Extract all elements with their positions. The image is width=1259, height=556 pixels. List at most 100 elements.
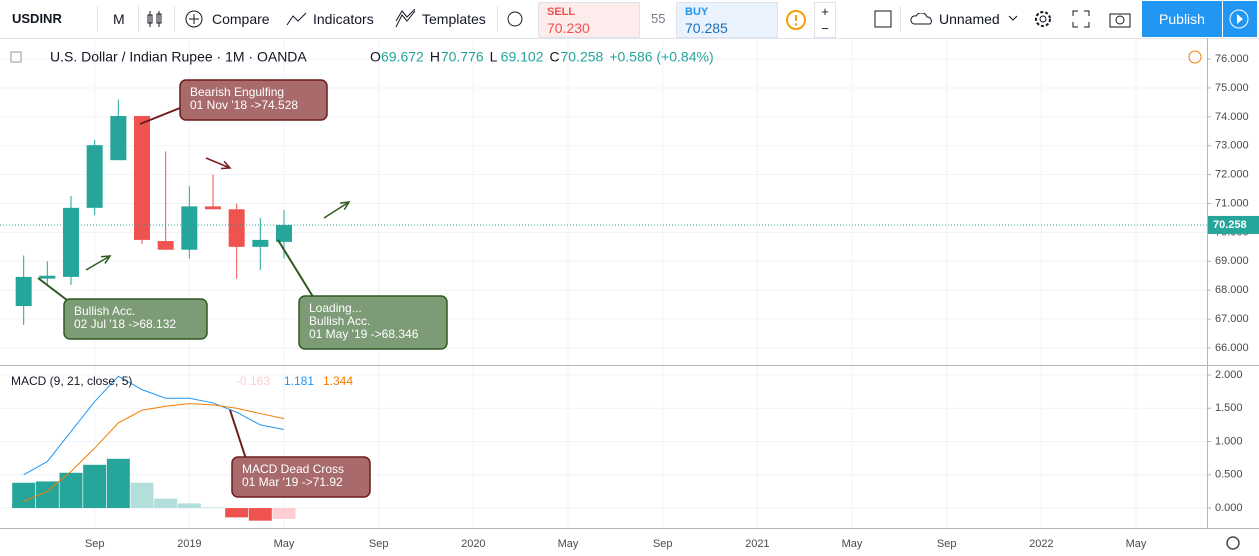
- collapse-icon: [10, 51, 22, 63]
- callout-box: [63, 298, 208, 340]
- trend-arrow: [205, 157, 231, 169]
- callout-pointer: [229, 409, 249, 466]
- histogram-bar: [201, 507, 225, 509]
- sell-price: 70.230: [547, 20, 590, 36]
- callout-text: Loading...: [309, 301, 362, 315]
- separator: [174, 6, 175, 32]
- publish-button[interactable]: Publish: [1142, 1, 1222, 37]
- y-tick-label: 1.000: [1215, 435, 1243, 447]
- trend-arrow: [323, 201, 350, 219]
- indicator-title: MACD (9, 21, close, 5): [11, 374, 132, 388]
- x-tick-label: Sep: [937, 538, 957, 550]
- histogram-bar: [35, 481, 59, 509]
- templates-icon: [395, 9, 416, 28]
- snapshot-icon[interactable]: [1109, 10, 1131, 28]
- candle-body: [110, 115, 127, 161]
- x-tick-label: 2022: [1029, 538, 1053, 550]
- callout-text: Bearish Engulfing: [190, 85, 284, 99]
- callout-text: 02 Jul '18 ->68.132: [74, 317, 176, 331]
- candle-body: [15, 276, 32, 307]
- arrow-head: [220, 160, 232, 170]
- histogram-value: -0.163: [236, 374, 270, 388]
- y-tick-label: 2.000: [1215, 369, 1243, 381]
- rectangle-icon[interactable]: [874, 10, 892, 28]
- indicators-button[interactable]: Indicators: [313, 11, 374, 27]
- callout-box: [298, 295, 448, 350]
- y-tick-label: 69.000: [1215, 255, 1249, 267]
- trend-arrow: [85, 255, 111, 271]
- y-tick-label: 1.500: [1215, 402, 1243, 414]
- candle-body: [252, 239, 269, 247]
- buy-price: 70.285: [685, 20, 728, 36]
- candle-body: [157, 241, 174, 250]
- spread: 55: [651, 11, 666, 26]
- histogram-bar: [130, 482, 154, 509]
- x-tick-label: May: [558, 538, 579, 550]
- chart-area: Sep 2019 May Sep 2020 May Sep 2021 May Sep 2022 May…: [0, 38, 1259, 550]
- ohlc-value: 70.258: [560, 49, 603, 65]
- alert-marker: [1188, 50, 1202, 64]
- candle-body: [276, 224, 292, 242]
- callout: Loading...Bullish Acc.01 May '19 ->68.34…: [277, 239, 448, 350]
- y-tick-label: 74.000: [1215, 111, 1249, 123]
- x-tick-label: Sep: [653, 538, 673, 550]
- ohlc-label: L: [490, 49, 498, 65]
- ohlc-label: O: [370, 49, 381, 65]
- y-tick-label: 67.000: [1215, 313, 1249, 325]
- x-tick-label: May: [1126, 538, 1147, 550]
- candle-body: [228, 209, 245, 247]
- interval-button[interactable]: M: [113, 11, 125, 27]
- publish-menu[interactable]: [1223, 1, 1257, 37]
- settings-icon[interactable]: [1033, 9, 1053, 29]
- y-tick-label: 72.000: [1215, 169, 1249, 181]
- compare-icon: [185, 10, 203, 28]
- ohlc-label: C: [549, 49, 559, 65]
- cloud-icon: [910, 13, 932, 25]
- callout-box: [179, 79, 328, 121]
- x-tick-label: Sep: [85, 538, 105, 550]
- separator: [138, 6, 139, 32]
- x-tick-label: 2021: [745, 538, 769, 550]
- time-settings-icon: [1226, 536, 1240, 550]
- histogram-bar: [59, 472, 83, 509]
- fullscreen-icon[interactable]: [1072, 10, 1090, 28]
- quantity-stepper[interactable]: + −: [814, 2, 836, 38]
- x-tick-label: 2020: [461, 538, 485, 550]
- x-tick-label: Sep: [369, 538, 389, 550]
- callout-text: Bullish Acc.: [74, 304, 135, 318]
- arrow-head: [339, 201, 351, 211]
- publish-menu-icon: [1229, 9, 1249, 29]
- ohlc-value: 69.672: [381, 49, 424, 65]
- ohlc-label: H: [430, 49, 440, 65]
- toolbar: USDINR M Compare Indicators Templates SE…: [0, 0, 1259, 39]
- buy-button[interactable]: BUY 70.285: [676, 2, 778, 38]
- ohlc-value: 69.102: [501, 49, 544, 65]
- macd-line: [23, 403, 285, 502]
- last-price-tag: [1208, 215, 1259, 234]
- candle-body: [39, 275, 56, 279]
- line-value: 1.344: [323, 374, 353, 388]
- sell-button[interactable]: SELL 70.230: [538, 2, 640, 38]
- sell-label: SELL: [547, 6, 576, 18]
- arrow-head: [100, 255, 112, 264]
- alert-icon[interactable]: [506, 9, 524, 29]
- compare-button[interactable]: Compare: [212, 11, 270, 27]
- histogram-bar: [83, 464, 107, 509]
- templates-button[interactable]: Templates: [422, 11, 486, 27]
- callout-text: Bullish Acc.: [309, 314, 370, 328]
- histogram-bar: [106, 458, 130, 509]
- legend-title: U.S. Dollar / Indian Rupee · 1M · OANDA: [50, 49, 307, 65]
- symbol-button[interactable]: USDINR: [12, 11, 62, 26]
- callout-pointer: [139, 107, 181, 125]
- callout-text: 01 Nov '18 ->74.528: [190, 98, 298, 112]
- chart-type-icon[interactable]: [146, 9, 164, 29]
- ohlc-value: 70.776: [441, 49, 484, 65]
- layout-name[interactable]: Unnamed: [939, 11, 1000, 27]
- y-tick-label: 0.500: [1215, 469, 1243, 481]
- candle-body: [181, 206, 198, 250]
- info-icon[interactable]: [785, 9, 807, 31]
- indicators-icon: [286, 12, 307, 26]
- callout-text: 01 Mar '19 ->71.92: [242, 475, 343, 489]
